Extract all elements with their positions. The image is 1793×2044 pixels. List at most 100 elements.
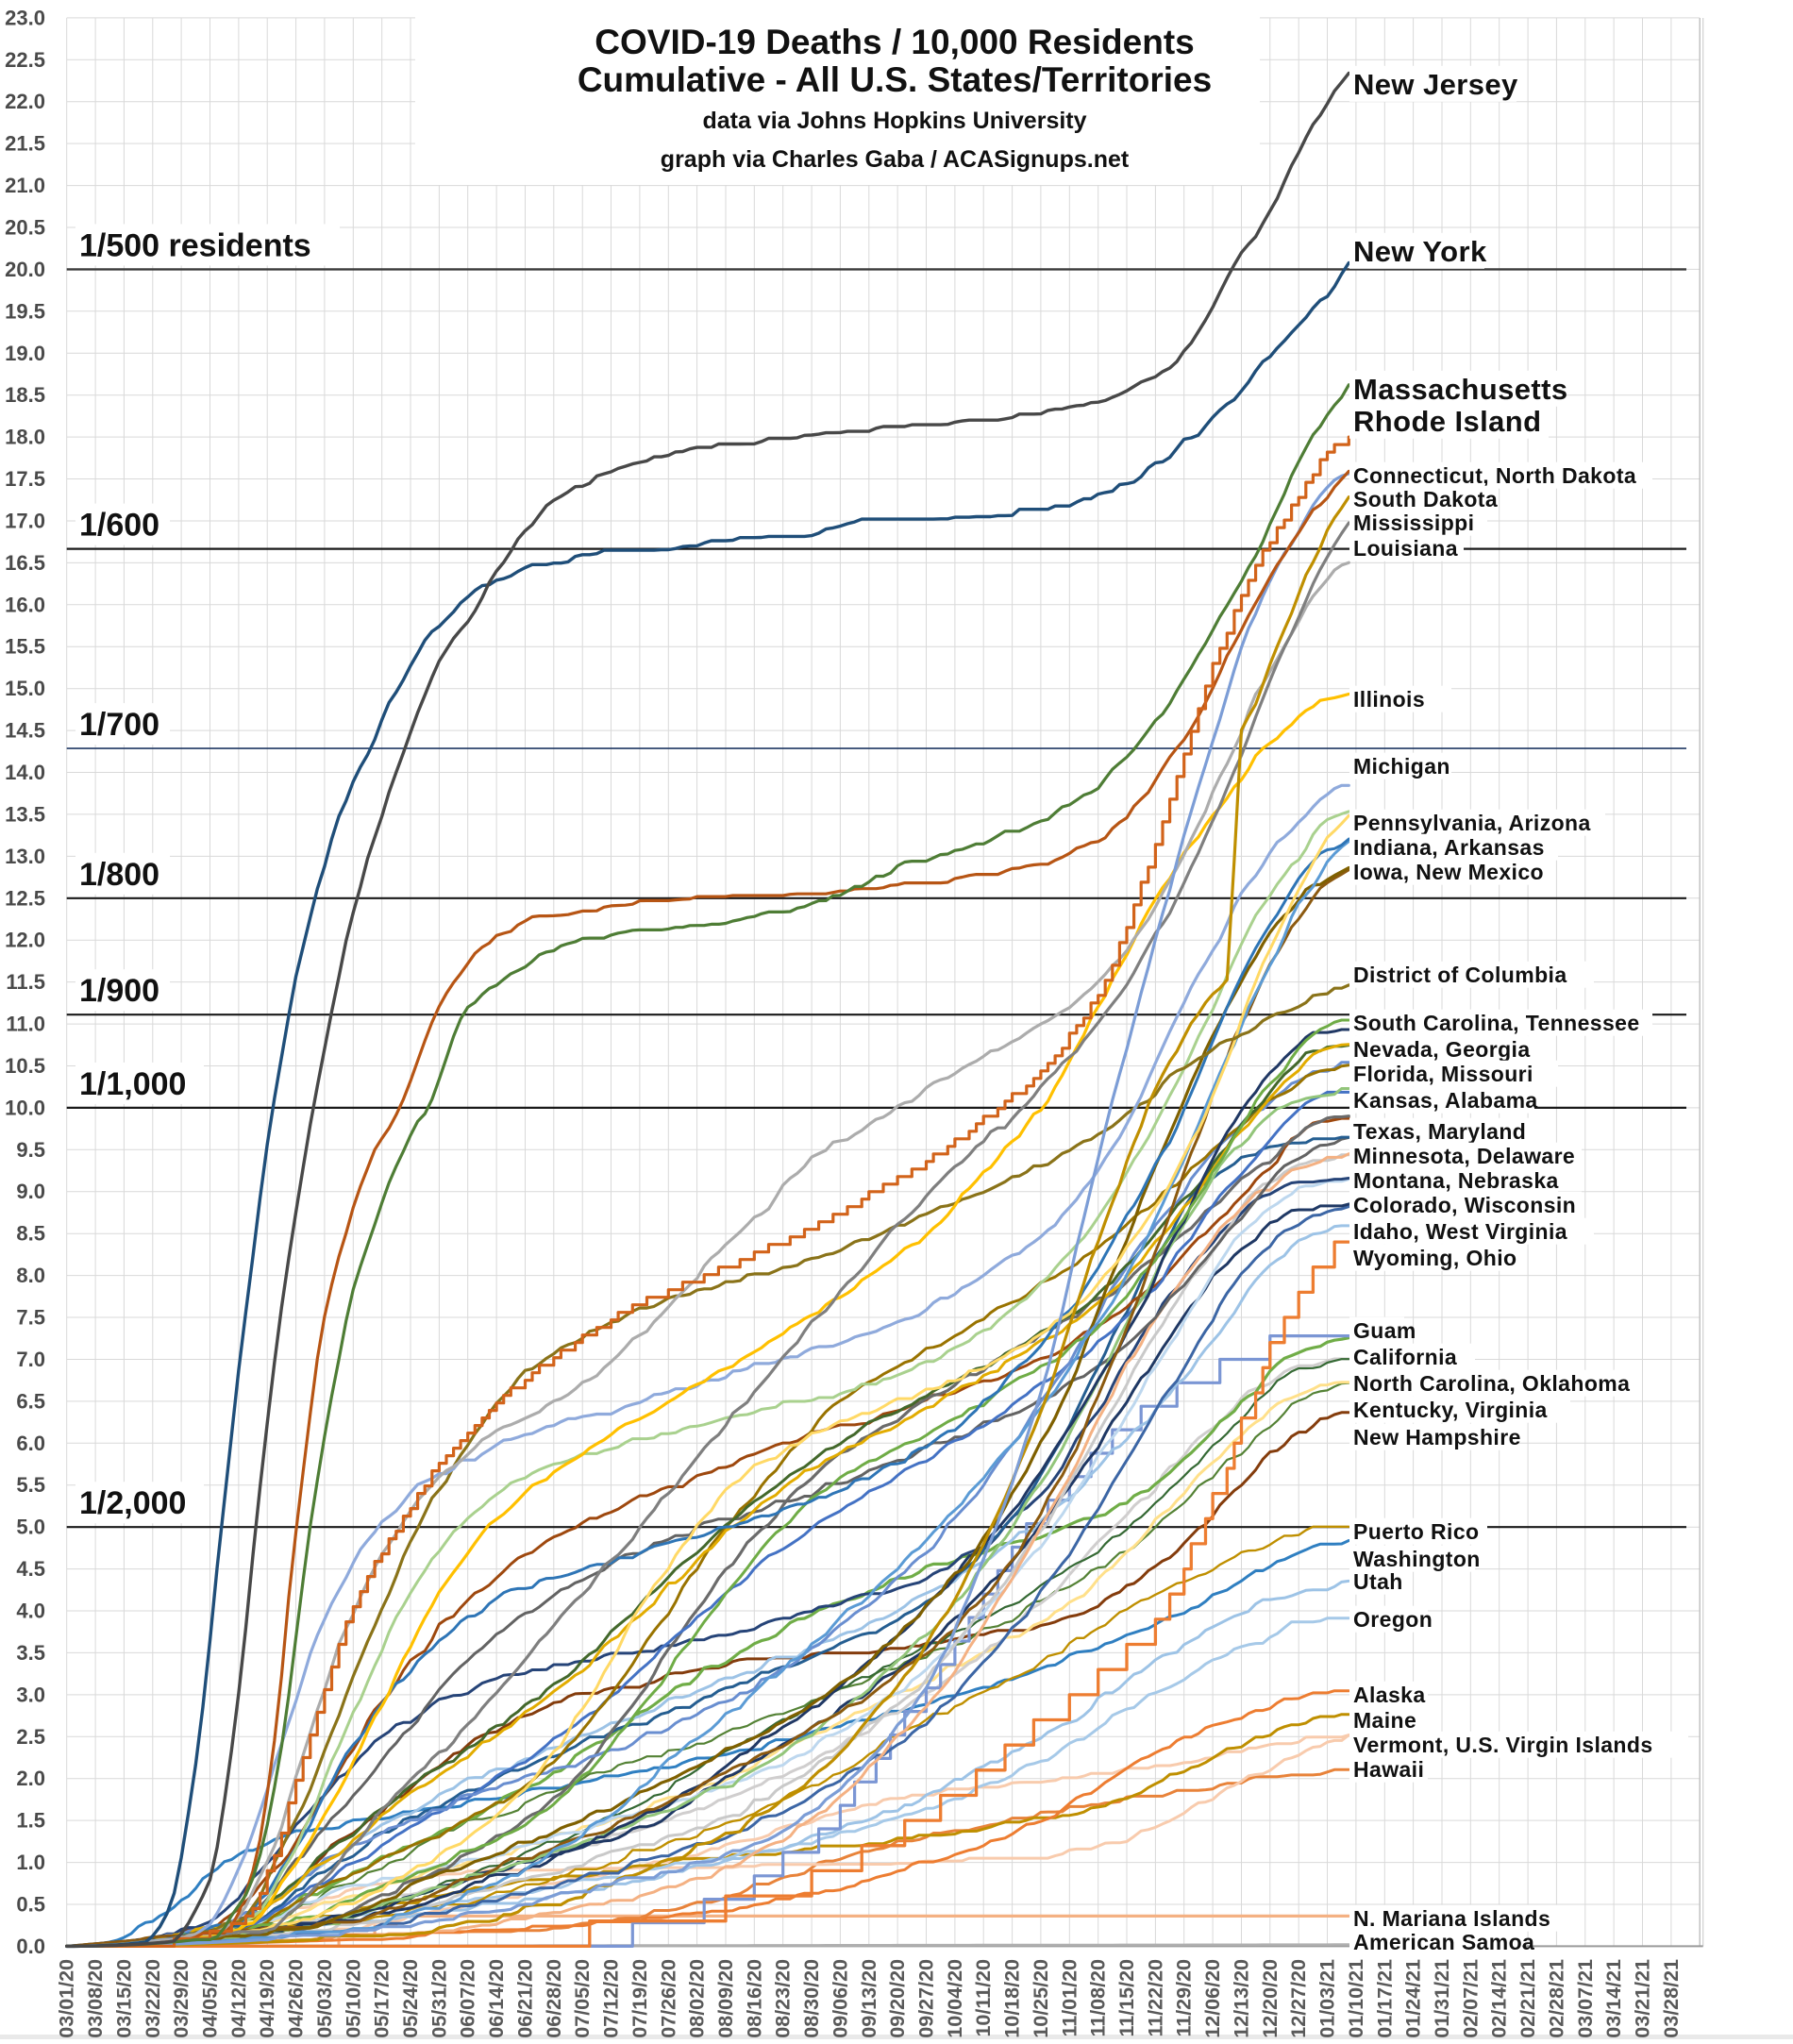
svg-text:Washington: Washington: [1353, 1547, 1481, 1571]
svg-text:7.5: 7.5: [16, 1306, 45, 1330]
svg-text:Massachusetts: Massachusetts: [1353, 373, 1567, 406]
svg-text:Colorado, Wisconsin: Colorado, Wisconsin: [1353, 1193, 1576, 1217]
svg-text:22.5: 22.5: [5, 48, 45, 72]
svg-text:02/21/21: 02/21/21: [1517, 1959, 1539, 2038]
svg-text:05/31/20: 05/31/20: [427, 1959, 450, 2038]
svg-text:Mississippi: Mississippi: [1353, 511, 1474, 535]
svg-text:09/13/20: 09/13/20: [858, 1959, 880, 2038]
svg-text:11/22/20: 11/22/20: [1144, 1959, 1166, 2037]
svg-text:07/12/20: 07/12/20: [600, 1959, 623, 2038]
svg-text:California: California: [1353, 1345, 1457, 1369]
svg-text:South Carolina, Tennessee: South Carolina, Tennessee: [1353, 1011, 1640, 1035]
svg-text:20.0: 20.0: [5, 258, 45, 281]
svg-text:District of Columbia: District of Columbia: [1353, 963, 1567, 987]
svg-text:1/700: 1/700: [79, 707, 159, 743]
svg-text:Pennsylvania, Arizona: Pennsylvania, Arizona: [1353, 811, 1591, 835]
svg-text:Michigan: Michigan: [1353, 754, 1450, 779]
svg-text:01/17/21: 01/17/21: [1373, 1959, 1396, 2038]
svg-text:10/11/20: 10/11/20: [972, 1959, 995, 2037]
svg-text:06/28/20: 06/28/20: [543, 1959, 565, 2038]
svg-text:12/13/20: 12/13/20: [1231, 1959, 1253, 2038]
svg-text:01/10/21: 01/10/21: [1345, 1959, 1367, 2038]
svg-text:10.0: 10.0: [5, 1096, 45, 1119]
svg-text:Oregon: Oregon: [1353, 1607, 1433, 1632]
svg-text:4.5: 4.5: [16, 1557, 45, 1581]
svg-text:03/08/20: 03/08/20: [84, 1959, 107, 2038]
svg-text:09/20/20: 09/20/20: [886, 1959, 909, 2038]
svg-text:08/30/20: 08/30/20: [800, 1959, 823, 2038]
svg-text:01/03/21: 01/03/21: [1316, 1959, 1339, 2038]
svg-text:0.0: 0.0: [16, 1935, 45, 1958]
svg-text:05/24/20: 05/24/20: [399, 1959, 422, 2038]
svg-text:21.0: 21.0: [5, 174, 45, 197]
svg-text:08/16/20: 08/16/20: [743, 1959, 765, 2038]
svg-text:11/15/20: 11/15/20: [1115, 1959, 1138, 2037]
svg-text:10/18/20: 10/18/20: [1001, 1959, 1024, 2038]
svg-text:Illinois: Illinois: [1353, 687, 1425, 712]
svg-text:11/29/20: 11/29/20: [1173, 1959, 1196, 2037]
svg-text:4.0: 4.0: [16, 1600, 45, 1623]
svg-text:05/10/20: 05/10/20: [342, 1959, 364, 2038]
svg-text:04/19/20: 04/19/20: [256, 1959, 278, 2038]
svg-text:Iowa, New Mexico: Iowa, New Mexico: [1353, 860, 1544, 884]
svg-text:01/24/21: 01/24/21: [1402, 1959, 1425, 2038]
svg-text:Connecticut, North Dakota: Connecticut, North Dakota: [1353, 463, 1636, 488]
svg-text:02/07/21: 02/07/21: [1459, 1959, 1482, 2038]
svg-text:06/21/20: 06/21/20: [514, 1959, 537, 2038]
svg-text:11/08/20: 11/08/20: [1087, 1959, 1110, 2037]
svg-text:01/31/21: 01/31/21: [1431, 1959, 1453, 2038]
svg-text:15.5: 15.5: [5, 635, 45, 659]
svg-text:18.0: 18.0: [5, 426, 45, 449]
svg-text:04/26/20: 04/26/20: [285, 1959, 308, 2038]
svg-text:10.5: 10.5: [5, 1054, 45, 1078]
svg-text:New York: New York: [1353, 235, 1487, 268]
svg-text:Texas, Maryland: Texas, Maryland: [1353, 1119, 1526, 1144]
svg-text:COVID-19 Deaths / 10,000 Resid: COVID-19 Deaths / 10,000 Residents: [595, 23, 1194, 61]
svg-text:23.0: 23.0: [5, 6, 45, 29]
svg-text:12/20/20: 12/20/20: [1259, 1959, 1282, 2038]
svg-text:03/07/21: 03/07/21: [1574, 1959, 1597, 2038]
svg-text:18.5: 18.5: [5, 383, 45, 407]
svg-text:5.0: 5.0: [16, 1516, 45, 1539]
svg-text:09/06/20: 09/06/20: [829, 1959, 851, 2038]
svg-text:Wyoming, Ohio: Wyoming, Ohio: [1353, 1246, 1517, 1270]
svg-text:2.5: 2.5: [16, 1725, 45, 1749]
svg-text:12.0: 12.0: [5, 929, 45, 952]
svg-text:Utah: Utah: [1353, 1569, 1403, 1594]
svg-text:0.5: 0.5: [16, 1893, 45, 1917]
svg-text:8.0: 8.0: [16, 1264, 45, 1287]
svg-text:6.0: 6.0: [16, 1432, 45, 1455]
svg-text:5.5: 5.5: [16, 1473, 45, 1497]
svg-text:02/28/21: 02/28/21: [1545, 1959, 1567, 2038]
svg-text:1/500 residents: 1/500 residents: [79, 227, 311, 263]
svg-text:05/17/20: 05/17/20: [371, 1959, 394, 2038]
svg-text:Cumulative - All U.S. States/T: Cumulative - All U.S. States/Territories: [578, 60, 1212, 99]
svg-text:12/27/20: 12/27/20: [1287, 1959, 1310, 2038]
svg-text:Nevada, Georgia: Nevada, Georgia: [1353, 1037, 1531, 1062]
svg-text:N. Mariana Islands: N. Mariana Islands: [1353, 1906, 1550, 1931]
svg-text:10/04/20: 10/04/20: [944, 1959, 966, 2038]
svg-text:American Samoa: American Samoa: [1353, 1930, 1534, 1954]
svg-text:Idaho, West Virginia: Idaho, West Virginia: [1353, 1219, 1567, 1244]
svg-text:04/05/20: 04/05/20: [199, 1959, 222, 2038]
svg-text:15.0: 15.0: [5, 677, 45, 700]
svg-text:Indiana, Arkansas: Indiana, Arkansas: [1353, 835, 1545, 860]
svg-text:03/01/20: 03/01/20: [56, 1959, 78, 2038]
svg-text:South Dakota: South Dakota: [1353, 487, 1498, 511]
svg-text:1/600: 1/600: [79, 508, 159, 544]
svg-text:08/02/20: 08/02/20: [686, 1959, 709, 2038]
svg-text:1/1,000: 1/1,000: [79, 1066, 186, 1102]
svg-text:03/15/20: 03/15/20: [112, 1959, 135, 2038]
svg-text:1/2,000: 1/2,000: [79, 1485, 186, 1521]
svg-text:13.0: 13.0: [5, 845, 45, 868]
svg-text:3.5: 3.5: [16, 1641, 45, 1665]
svg-text:1/800: 1/800: [79, 857, 159, 893]
svg-text:3.0: 3.0: [16, 1683, 45, 1706]
svg-text:19.0: 19.0: [5, 342, 45, 365]
svg-text:11.5: 11.5: [6, 970, 45, 994]
svg-text:21.5: 21.5: [5, 132, 45, 156]
svg-text:Guam: Guam: [1353, 1318, 1416, 1343]
svg-text:9.5: 9.5: [16, 1138, 45, 1162]
svg-text:03/14/21: 03/14/21: [1602, 1959, 1625, 2038]
svg-text:07/05/20: 07/05/20: [571, 1959, 594, 2038]
